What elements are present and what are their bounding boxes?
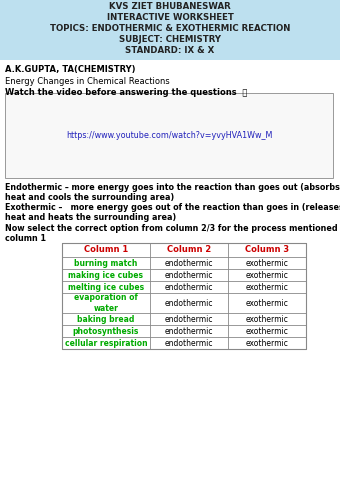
Text: endothermic: endothermic	[165, 326, 213, 336]
Text: exothermic: exothermic	[245, 283, 288, 291]
Text: cellular respiration: cellular respiration	[65, 338, 147, 348]
Text: endothermic: endothermic	[165, 259, 213, 267]
Text: INTERACTIVE WORKSHEET: INTERACTIVE WORKSHEET	[106, 13, 234, 22]
Bar	[62, 243, 306, 349]
Text: Watch the video before answering the questions  ⓘ: Watch the video before answering the que…	[5, 88, 248, 97]
Text: baking bread: baking bread	[77, 314, 135, 324]
Text: KVS ZIET BHUBANESWAR: KVS ZIET BHUBANESWAR	[109, 2, 231, 11]
Text: STANDARD: IX & X: STANDARD: IX & X	[125, 46, 215, 55]
Text: Endothermic – more energy goes into the reaction than goes out (absorbs: Endothermic – more energy goes into the …	[5, 183, 340, 192]
Text: making ice cubes: making ice cubes	[68, 271, 143, 279]
Text: A.K.GUPTA, TA(CHEMISTRY): A.K.GUPTA, TA(CHEMISTRY)	[5, 65, 136, 74]
Text: endothermic: endothermic	[165, 299, 213, 308]
Text: heat and heats the surrounding area): heat and heats the surrounding area)	[5, 213, 176, 222]
Text: exothermic: exothermic	[245, 259, 288, 267]
Bar	[0, 0, 340, 60]
Text: TOPICS: ENDOTHERMIC & EXOTHERMIC REACTION: TOPICS: ENDOTHERMIC & EXOTHERMIC REACTIO…	[50, 24, 290, 33]
Text: burning match: burning match	[74, 259, 138, 267]
Text: https://www.youtube.com/watch?v=yvyHVA1Ww_M: https://www.youtube.com/watch?v=yvyHVA1W…	[66, 131, 272, 140]
Text: exothermic: exothermic	[245, 299, 288, 308]
Text: column 1: column 1	[5, 234, 46, 243]
Text: Now select the correct option from column 2/3 for the process mentioned in: Now select the correct option from colum…	[5, 224, 340, 233]
Bar	[5, 93, 333, 178]
Text: exothermic: exothermic	[245, 338, 288, 348]
Text: Energy Changes in Chemical Reactions: Energy Changes in Chemical Reactions	[5, 77, 170, 86]
Text: endothermic: endothermic	[165, 338, 213, 348]
Text: evaporation of
water: evaporation of water	[74, 293, 138, 312]
Text: endothermic: endothermic	[165, 271, 213, 279]
Text: exothermic: exothermic	[245, 314, 288, 324]
Text: exothermic: exothermic	[245, 326, 288, 336]
Text: exothermic: exothermic	[245, 271, 288, 279]
Text: heat and cools the surrounding area): heat and cools the surrounding area)	[5, 193, 174, 202]
Text: Column 2: Column 2	[167, 245, 211, 254]
Text: Exothermic –   more energy goes out of the reaction than goes in (releases: Exothermic – more energy goes out of the…	[5, 203, 340, 212]
Text: photosynthesis: photosynthesis	[73, 326, 139, 336]
Text: endothermic: endothermic	[165, 314, 213, 324]
Text: endothermic: endothermic	[165, 283, 213, 291]
Text: Column 1: Column 1	[84, 245, 128, 254]
Text: Column 3: Column 3	[245, 245, 289, 254]
Text: melting ice cubes: melting ice cubes	[68, 283, 144, 291]
Text: SUBJECT: CHEMISTRY: SUBJECT: CHEMISTRY	[119, 35, 221, 44]
